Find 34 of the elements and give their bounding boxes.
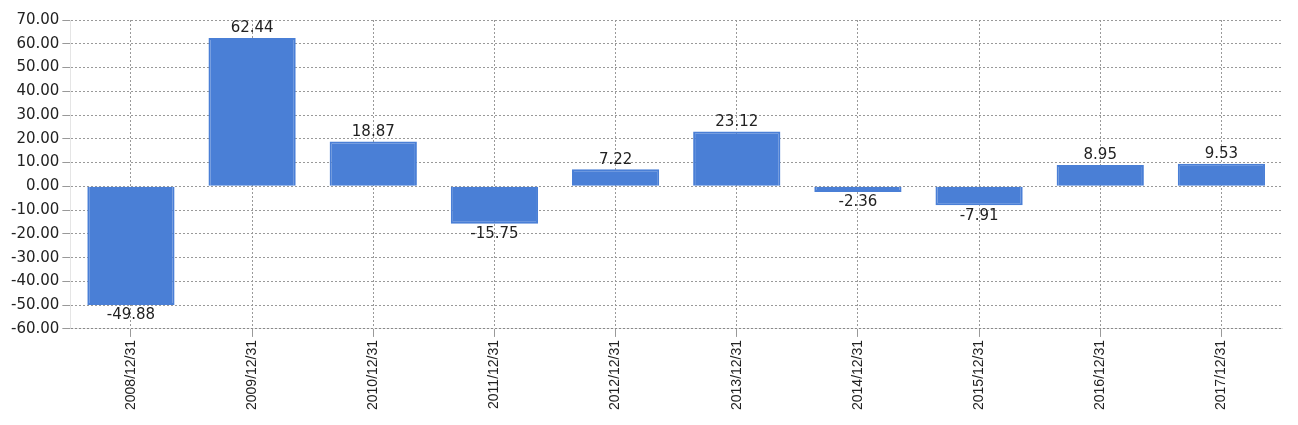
data-label: 7.22: [598, 149, 633, 168]
data-label: 8.95: [1083, 145, 1117, 164]
y-tick-label: -60.00: [11, 318, 60, 337]
y-tick-label: 70.00: [16, 9, 60, 28]
y-tick-label: 0.00: [25, 176, 60, 195]
y-tick-label: -40.00: [11, 271, 60, 290]
data-label: 62.44: [230, 18, 274, 37]
data-label: -49.88: [106, 305, 156, 324]
y-tick-label: 20.00: [16, 128, 60, 147]
x-tick-label: 2015/12/31: [969, 339, 986, 411]
x-tick-label: 2013/12/31: [727, 339, 744, 411]
x-tick-label: 2011/12/31: [485, 339, 502, 409]
x-tick-label: 2016/12/31: [1091, 339, 1108, 411]
y-tick-label: 60.00: [16, 33, 60, 52]
x-tick-label: 2010/12/31: [364, 339, 381, 411]
y-tick-label: 50.00: [16, 57, 60, 76]
y-tick-label: 40.00: [16, 81, 60, 100]
data-label: 9.53: [1204, 144, 1239, 163]
y-tick-label: 10.00: [16, 152, 60, 171]
data-label: -2.36: [838, 192, 878, 211]
y-tick-label: -50.00: [11, 295, 60, 314]
y-tick-label: -10.00: [11, 200, 60, 218]
data-label: 18.87: [351, 121, 395, 140]
data-label: -7.91: [959, 205, 999, 224]
data-label: 23.12: [715, 111, 759, 130]
y-tick-label: -20.00: [11, 223, 60, 242]
x-tick-label: 2012/12/31: [606, 339, 623, 411]
y-tick-label: 30.00: [16, 104, 60, 123]
data-label: -15.75: [470, 224, 519, 243]
x-tick-label: 2009/12/31: [242, 339, 259, 411]
x-tick-label: 2017/12/31: [1212, 339, 1229, 411]
x-tick-label: 2014/12/31: [848, 339, 865, 411]
x-tick-label: 2008/12/31: [121, 339, 138, 411]
y-tick-label: -30.00: [11, 247, 60, 266]
